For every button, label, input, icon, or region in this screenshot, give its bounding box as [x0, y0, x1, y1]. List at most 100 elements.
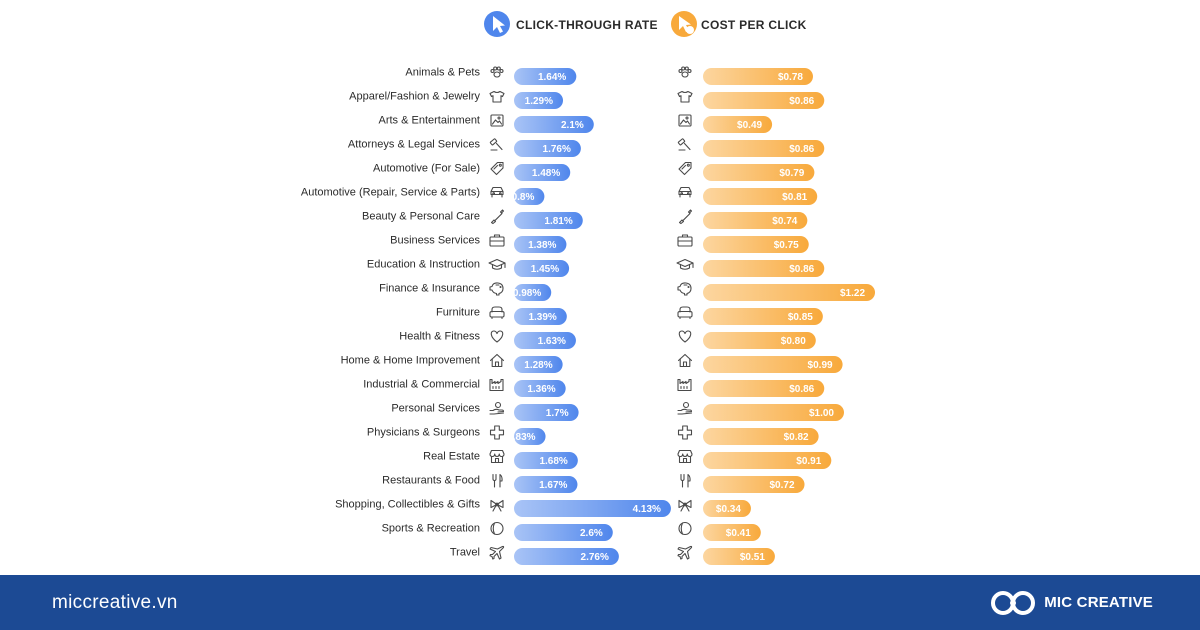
ctr-bar: [514, 380, 566, 397]
cpc-value-label: $0.86: [789, 96, 814, 107]
cpc-value-label: $0.41: [726, 528, 751, 539]
ctr-value-label: 1.68%: [539, 456, 567, 467]
ctr-bar: [514, 404, 579, 421]
cpc-value-label: $0.75: [774, 240, 799, 251]
cpc-bar: [703, 236, 809, 253]
category-label: Real Estate: [423, 451, 480, 463]
ball-icon: [490, 521, 504, 536]
category-label: Restaurants & Food: [382, 475, 480, 487]
fork-knife-icon: [492, 473, 503, 488]
ctr-bar: [514, 524, 613, 541]
cpc-bar: [703, 212, 808, 229]
chart-rows: Animals & Pets 1.64% $0.78 Apparel/Fashion …: [301, 66, 876, 565]
storefront-icon: [677, 449, 693, 464]
category-label: Arts & Entertainment: [379, 115, 481, 127]
footer-bar: miccreative.vn MIC CREATIVE: [0, 575, 1200, 630]
cpc-value-label: $0.79: [779, 168, 804, 179]
factory-icon: [677, 378, 692, 392]
ctr-value-label: 2.1%: [561, 120, 584, 131]
tag-icon: [490, 161, 504, 176]
tshirt-icon: [489, 90, 505, 103]
cpc-value-label: $0.80: [781, 336, 806, 347]
gavel-icon: [489, 138, 503, 151]
ctr-value-label: 1.67%: [539, 480, 567, 491]
heart-icon: [490, 330, 504, 343]
cpc-bar: [703, 476, 805, 493]
ctr-value-label: 1.39%: [528, 312, 556, 323]
category-label: Automotive (Repair, Service & Parts): [301, 187, 480, 199]
cpc-bar: [703, 452, 832, 469]
category-label: Travel: [450, 547, 480, 559]
tshirt-icon: [677, 90, 693, 103]
cpc-bar: [703, 284, 876, 301]
gift-bow-icon: [490, 499, 504, 512]
ctr-bar: [514, 212, 583, 229]
category-label: Furniture: [436, 307, 480, 319]
ctr-value-label: 1.48%: [532, 168, 560, 179]
cpc-value-label: $0.34: [716, 504, 741, 515]
brush-icon: [678, 209, 693, 225]
cpc-bar: [703, 68, 813, 85]
sofa-icon: [489, 306, 505, 320]
category-label: Shopping, Collectibles & Gifts: [335, 499, 480, 511]
cpc-bar: [703, 92, 825, 109]
cpc-value-label: $0.91: [796, 456, 821, 467]
ball-icon: [678, 521, 692, 536]
house-icon: [677, 353, 693, 368]
category-label: Sports & Recreation: [382, 523, 480, 535]
category-label: Finance & Insurance: [379, 283, 480, 295]
gift-bow-icon: [678, 499, 692, 512]
legend-click-through-rate: CLICK-THROUGH RATE: [484, 11, 658, 37]
ctr-bar: [514, 500, 671, 517]
ctr-bar: [514, 284, 552, 301]
ctr-bar: [514, 476, 578, 493]
ctr-bar: [514, 236, 567, 253]
category-label: Health & Fitness: [399, 331, 480, 343]
cpc-value-label: $0.49: [737, 120, 762, 131]
cpc-bar: [703, 524, 761, 541]
legend-label-ctr: CLICK-THROUGH RATE: [516, 18, 658, 32]
ctr-bar: [514, 452, 578, 469]
gavel-icon: [677, 138, 691, 151]
chart: CLICK-THROUGH RATE COST PER CLICK Animal…: [301, 11, 876, 565]
cpc-bar: [703, 308, 823, 325]
heart-icon: [678, 330, 692, 343]
brush-icon: [490, 209, 505, 225]
graduation-cap-icon: [676, 258, 694, 270]
picture-icon: [678, 114, 692, 127]
briefcase-icon: [677, 234, 693, 247]
ctr-value-label: 1.7%: [546, 408, 569, 419]
paw-icon: [678, 66, 692, 78]
category-label: Automotive (For Sale): [373, 163, 480, 175]
legend-cost-per-click: COST PER CLICK: [671, 11, 806, 37]
ctr-value-label: 1.64%: [538, 72, 566, 83]
cpc-value-label: $0.86: [789, 384, 814, 395]
cpc-bar: [703, 116, 773, 133]
website-link[interactable]: miccreative.vn: [52, 591, 178, 613]
cpc-value-label: $0.86: [789, 144, 814, 155]
cpc-value-label: $0.99: [808, 360, 833, 371]
ctr-bar: [514, 164, 571, 181]
category-label: Apparel/Fashion & Jewelry: [349, 91, 480, 103]
storefront-icon: [489, 449, 505, 464]
cpc-bar: [703, 380, 825, 397]
cursor-icon: [493, 16, 505, 33]
briefcase-icon: [489, 234, 505, 247]
ctr-value-label: 0.98%: [513, 288, 541, 299]
ctr-bar: [514, 428, 546, 445]
picture-icon: [490, 114, 504, 127]
ctr-value-label: 2.76%: [581, 552, 609, 563]
dollar-badge-icon: [686, 26, 694, 34]
ctr-bar: [514, 68, 577, 85]
cpc-bar: [703, 404, 844, 421]
car-icon: [490, 186, 504, 198]
ctr-value-label: 1.29%: [525, 96, 553, 107]
mic-creative-logo-icon: [991, 590, 1036, 615]
cpc-value-label: $0.86: [789, 264, 814, 275]
ctr-value-label: 1.76%: [543, 144, 571, 155]
ctr-value-label: 4.13%: [633, 504, 661, 515]
ctr-value-label: 1.81%: [544, 216, 572, 227]
cpc-bar: [703, 332, 816, 349]
category-label: Physicians & Surgeons: [367, 427, 481, 439]
brand: MIC CREATIVE: [990, 588, 1153, 618]
